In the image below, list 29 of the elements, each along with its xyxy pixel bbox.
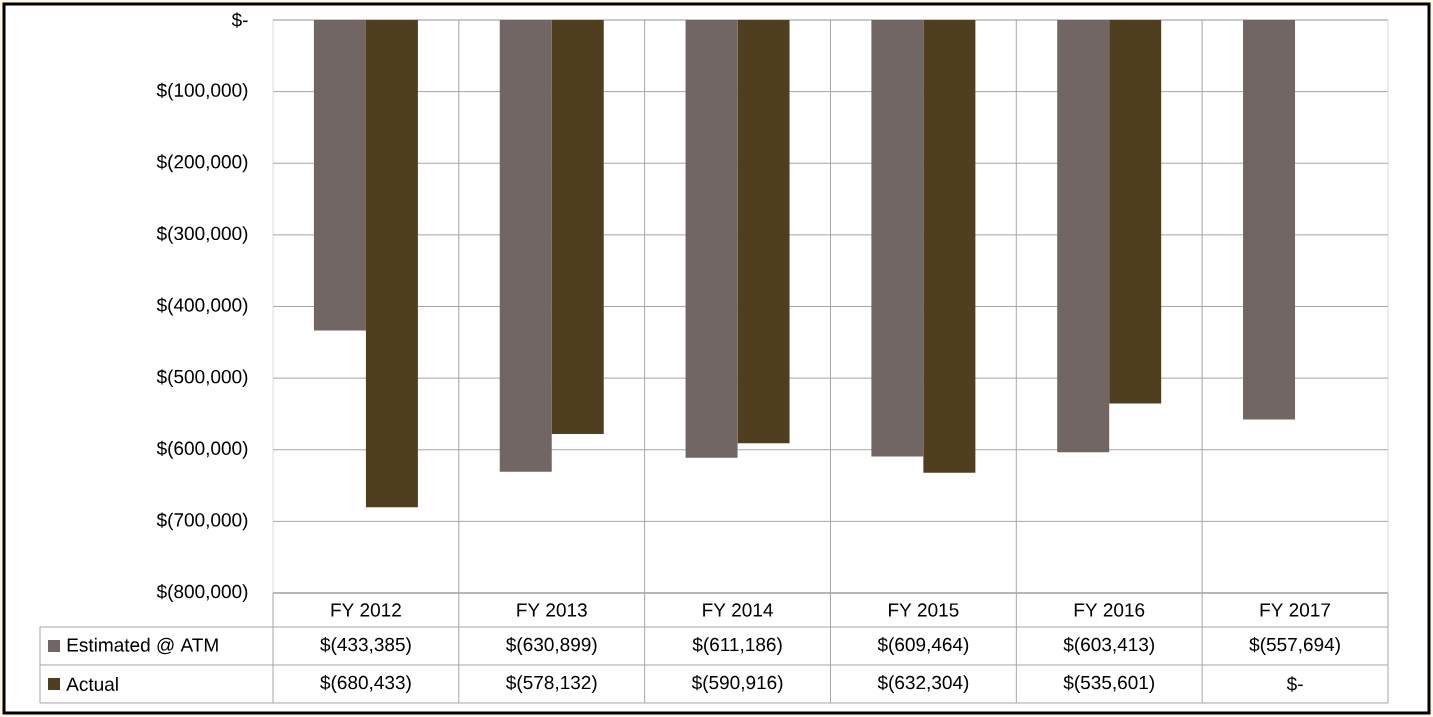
- y-tick-label: $(100,000): [156, 82, 248, 101]
- data-label: $(609,464): [877, 637, 969, 655]
- data-label: $(630,899): [506, 637, 597, 655]
- data-label: $(632,304): [877, 675, 969, 693]
- data-label: $(557,694): [1249, 637, 1340, 655]
- x-tick-label: FY 2016: [1074, 603, 1145, 617]
- x-tick-label: FY 2012: [331, 603, 401, 617]
- data-label: $(680,433): [320, 675, 411, 693]
- y-tick-label: $(300,000): [156, 225, 248, 244]
- y-tick-label: $(500,000): [156, 369, 248, 388]
- legend-label: Actual: [66, 677, 118, 691]
- legend-label: Estimated @ ATM: [67, 637, 218, 655]
- y-tick-label: $(600,000): [156, 440, 248, 459]
- data-label: $-: [1286, 676, 1303, 692]
- x-tick-label: FY 2015: [889, 603, 959, 617]
- data-label: $(433,385): [320, 637, 411, 655]
- y-tick-label: $(800,000): [156, 584, 248, 602]
- x-tick-label: FY 2014: [703, 603, 773, 617]
- data-label: $(611,186): [692, 637, 782, 655]
- y-tick-label: $-: [231, 12, 248, 28]
- data-label: $(535,601): [1063, 675, 1154, 693]
- y-tick-label: $(400,000): [156, 297, 248, 316]
- y-tick-label: $(700,000): [156, 512, 248, 531]
- data-label: $(603,413): [1063, 637, 1154, 655]
- data-label: $(578,132): [506, 675, 597, 693]
- x-tick-label: FY 2013: [517, 603, 587, 617]
- x-tick-label: FY 2017: [1260, 603, 1330, 617]
- data-label: $(590,916): [691, 675, 783, 693]
- y-tick-label: $(200,000): [156, 154, 248, 173]
